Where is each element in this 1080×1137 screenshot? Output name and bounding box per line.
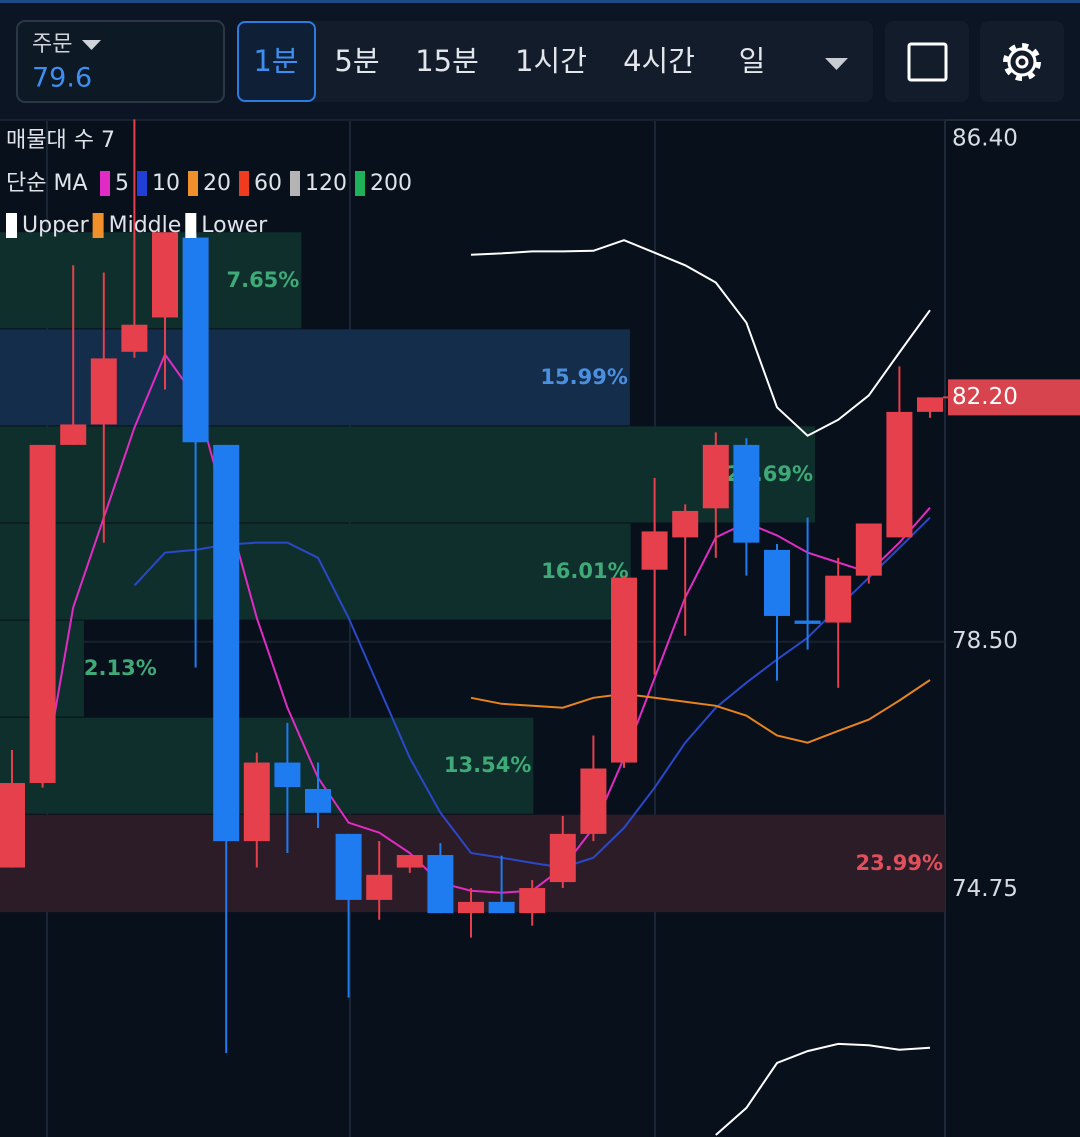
- candle-body: [396, 855, 423, 868]
- order-label: 주문: [32, 32, 72, 57]
- candle-body: [580, 768, 607, 834]
- candle-body: [121, 324, 148, 352]
- profile-bar: [0, 426, 816, 523]
- settings-button[interactable]: [980, 21, 1064, 102]
- layout-button[interactable]: [885, 21, 969, 102]
- candle-body: [182, 237, 209, 443]
- profile-label: 15.99%: [540, 365, 627, 389]
- profile-bar: [0, 232, 302, 329]
- top-bar: [0, 0, 1080, 3]
- profile-bar: [0, 523, 631, 620]
- candle-body: [427, 855, 454, 914]
- interval-tab[interactable]: 15분: [415, 44, 479, 78]
- candle-body: [458, 901, 484, 914]
- candle-body: [794, 620, 821, 624]
- y-tick-label: 78.50: [952, 628, 1018, 654]
- legend-swatch: [355, 171, 365, 196]
- profile-label: 13.54%: [444, 753, 531, 777]
- profile-label: 2.13%: [84, 656, 157, 680]
- layout-icon: [907, 42, 948, 82]
- legend-entry: Lower: [201, 213, 268, 238]
- candle-body: [305, 788, 331, 813]
- candle-body: [152, 232, 178, 318]
- interval-tab[interactable]: 1분: [253, 44, 298, 78]
- candle-body: [825, 575, 852, 623]
- legend-entry: 10: [152, 171, 180, 196]
- legend-swatch: [188, 171, 198, 196]
- order-caret: [82, 40, 101, 50]
- legend-entry: 60: [254, 171, 282, 196]
- legend-entry: 200: [370, 171, 412, 196]
- volume-profile: 7.65%15.99%20.69%16.01%2.13%13.54%23.99%: [0, 232, 945, 913]
- candle-body: [90, 358, 117, 425]
- last-price-label: 82.20: [952, 384, 1018, 410]
- price-axis: 86.40 78.50 74.75 82.20: [943, 126, 1080, 902]
- interval-dropdown[interactable]: [825, 58, 848, 70]
- interval-tab[interactable]: 일: [739, 44, 766, 78]
- profile-bar: [0, 814, 945, 913]
- candle-body: [733, 444, 760, 543]
- candle-body: [641, 531, 668, 570]
- interval-tab[interactable]: 1시간: [515, 44, 587, 78]
- legend-swatch: [100, 171, 110, 196]
- profile-label: 7.65%: [226, 268, 299, 292]
- candles: [0, 119, 943, 1054]
- legend-entry: 5: [115, 171, 129, 196]
- y-tick-label: 86.40: [952, 126, 1018, 152]
- candle-body: [274, 762, 301, 787]
- legend-swatch: [239, 171, 249, 196]
- legend-entry: Upper: [22, 213, 90, 238]
- indicator-line: [133, 516, 931, 869]
- ma-legend-title: 단순 MA: [6, 171, 88, 196]
- candle-body: [366, 874, 393, 900]
- selected-tab[interactable]: [237, 21, 316, 102]
- candle-body: [672, 510, 699, 538]
- candle-body: [549, 833, 576, 883]
- legend-swatch: [137, 171, 147, 196]
- indicator-line: [715, 1042, 931, 1136]
- y-tick-label: 74.75: [952, 876, 1018, 902]
- profile-label: 23.99%: [856, 851, 943, 875]
- legend: 매물대 수 7 단순 MA 5 10 20 60 120 200 Upper Middle Low…: [6, 128, 412, 238]
- legend-swatch: [6, 213, 17, 238]
- indicator-line: [470, 239, 931, 437]
- candle-body: [764, 549, 790, 616]
- interval-tab[interactable]: 4시간: [623, 44, 695, 78]
- legend-swatch: [92, 213, 104, 238]
- candle-body: [519, 888, 546, 914]
- candle-body: [60, 424, 87, 445]
- interval-tabs: 1분 5분 15분 1시간 4시간 일: [237, 21, 766, 102]
- legend-swatch: [185, 213, 197, 238]
- candle-body: [488, 901, 515, 914]
- order-value: 79.6: [32, 63, 92, 94]
- candle-body: [917, 397, 943, 412]
- candle-body: [213, 444, 240, 842]
- candle-body: [702, 444, 729, 509]
- profile-legend: 매물대 수 7: [6, 128, 115, 153]
- gear-ring: [1007, 47, 1037, 77]
- candle-body: [335, 833, 362, 900]
- candle-body: [243, 762, 270, 842]
- legend-entry: 20: [203, 171, 231, 196]
- last-price-tag: [948, 379, 1080, 416]
- order-button[interactable]: 주문 79.6: [16, 20, 225, 103]
- candle-body: [886, 411, 913, 538]
- legend-swatch: [290, 171, 300, 196]
- candle-body: [611, 577, 637, 763]
- candle-body: [855, 523, 882, 576]
- order-box[interactable]: [16, 20, 225, 103]
- candle-body: [0, 783, 25, 868]
- gear-teeth: [1003, 43, 1041, 81]
- gear-hub: [1015, 55, 1029, 69]
- candle-body: [29, 444, 56, 784]
- interval-tab[interactable]: 5분: [334, 44, 379, 78]
- legend-entry: Middle: [109, 213, 182, 238]
- indicator-line: [470, 679, 931, 744]
- interval-bar: [237, 21, 873, 102]
- legend-entry: 120: [305, 171, 347, 196]
